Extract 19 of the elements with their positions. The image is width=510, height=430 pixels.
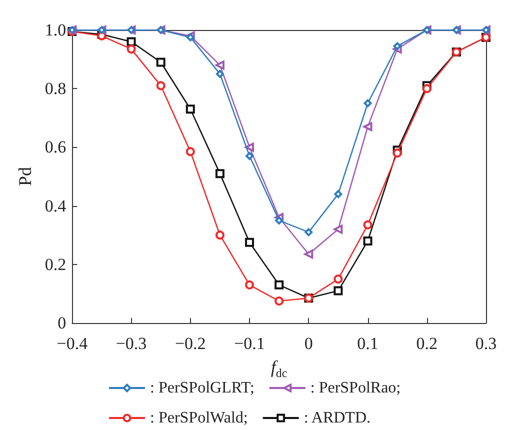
x-tick-label: 0.3 — [475, 334, 497, 353]
y-tick-label: 0 — [58, 314, 66, 332]
x-tick-label: 0.1 — [357, 334, 378, 353]
y-axis-title: Pd — [15, 166, 35, 186]
legend-label: : ARDTD. — [304, 410, 370, 426]
y-tick-label: 1.0 — [44, 20, 66, 40]
y-tick-label: 0.2 — [44, 254, 66, 274]
x-tick-label: −0.3 — [116, 334, 147, 353]
x-tick-label: 0 — [304, 334, 313, 353]
y-tick-label: 0.8 — [44, 79, 66, 98]
y-tick-label: 0.4 — [44, 196, 67, 216]
x-tick-label: 0.2 — [416, 334, 438, 353]
x-tick-label: −0.1 — [234, 334, 265, 353]
legend-label: : PerSPolWald; — [150, 410, 248, 426]
x-tick-label: −0.4 — [56, 334, 88, 353]
x-tick-label: −0.2 — [174, 334, 206, 353]
legend-label: : PerSPolGLRT; — [150, 380, 254, 396]
legend-label: : PerSPolRao; — [310, 380, 401, 396]
y-tick-label: 0.6 — [44, 138, 66, 157]
